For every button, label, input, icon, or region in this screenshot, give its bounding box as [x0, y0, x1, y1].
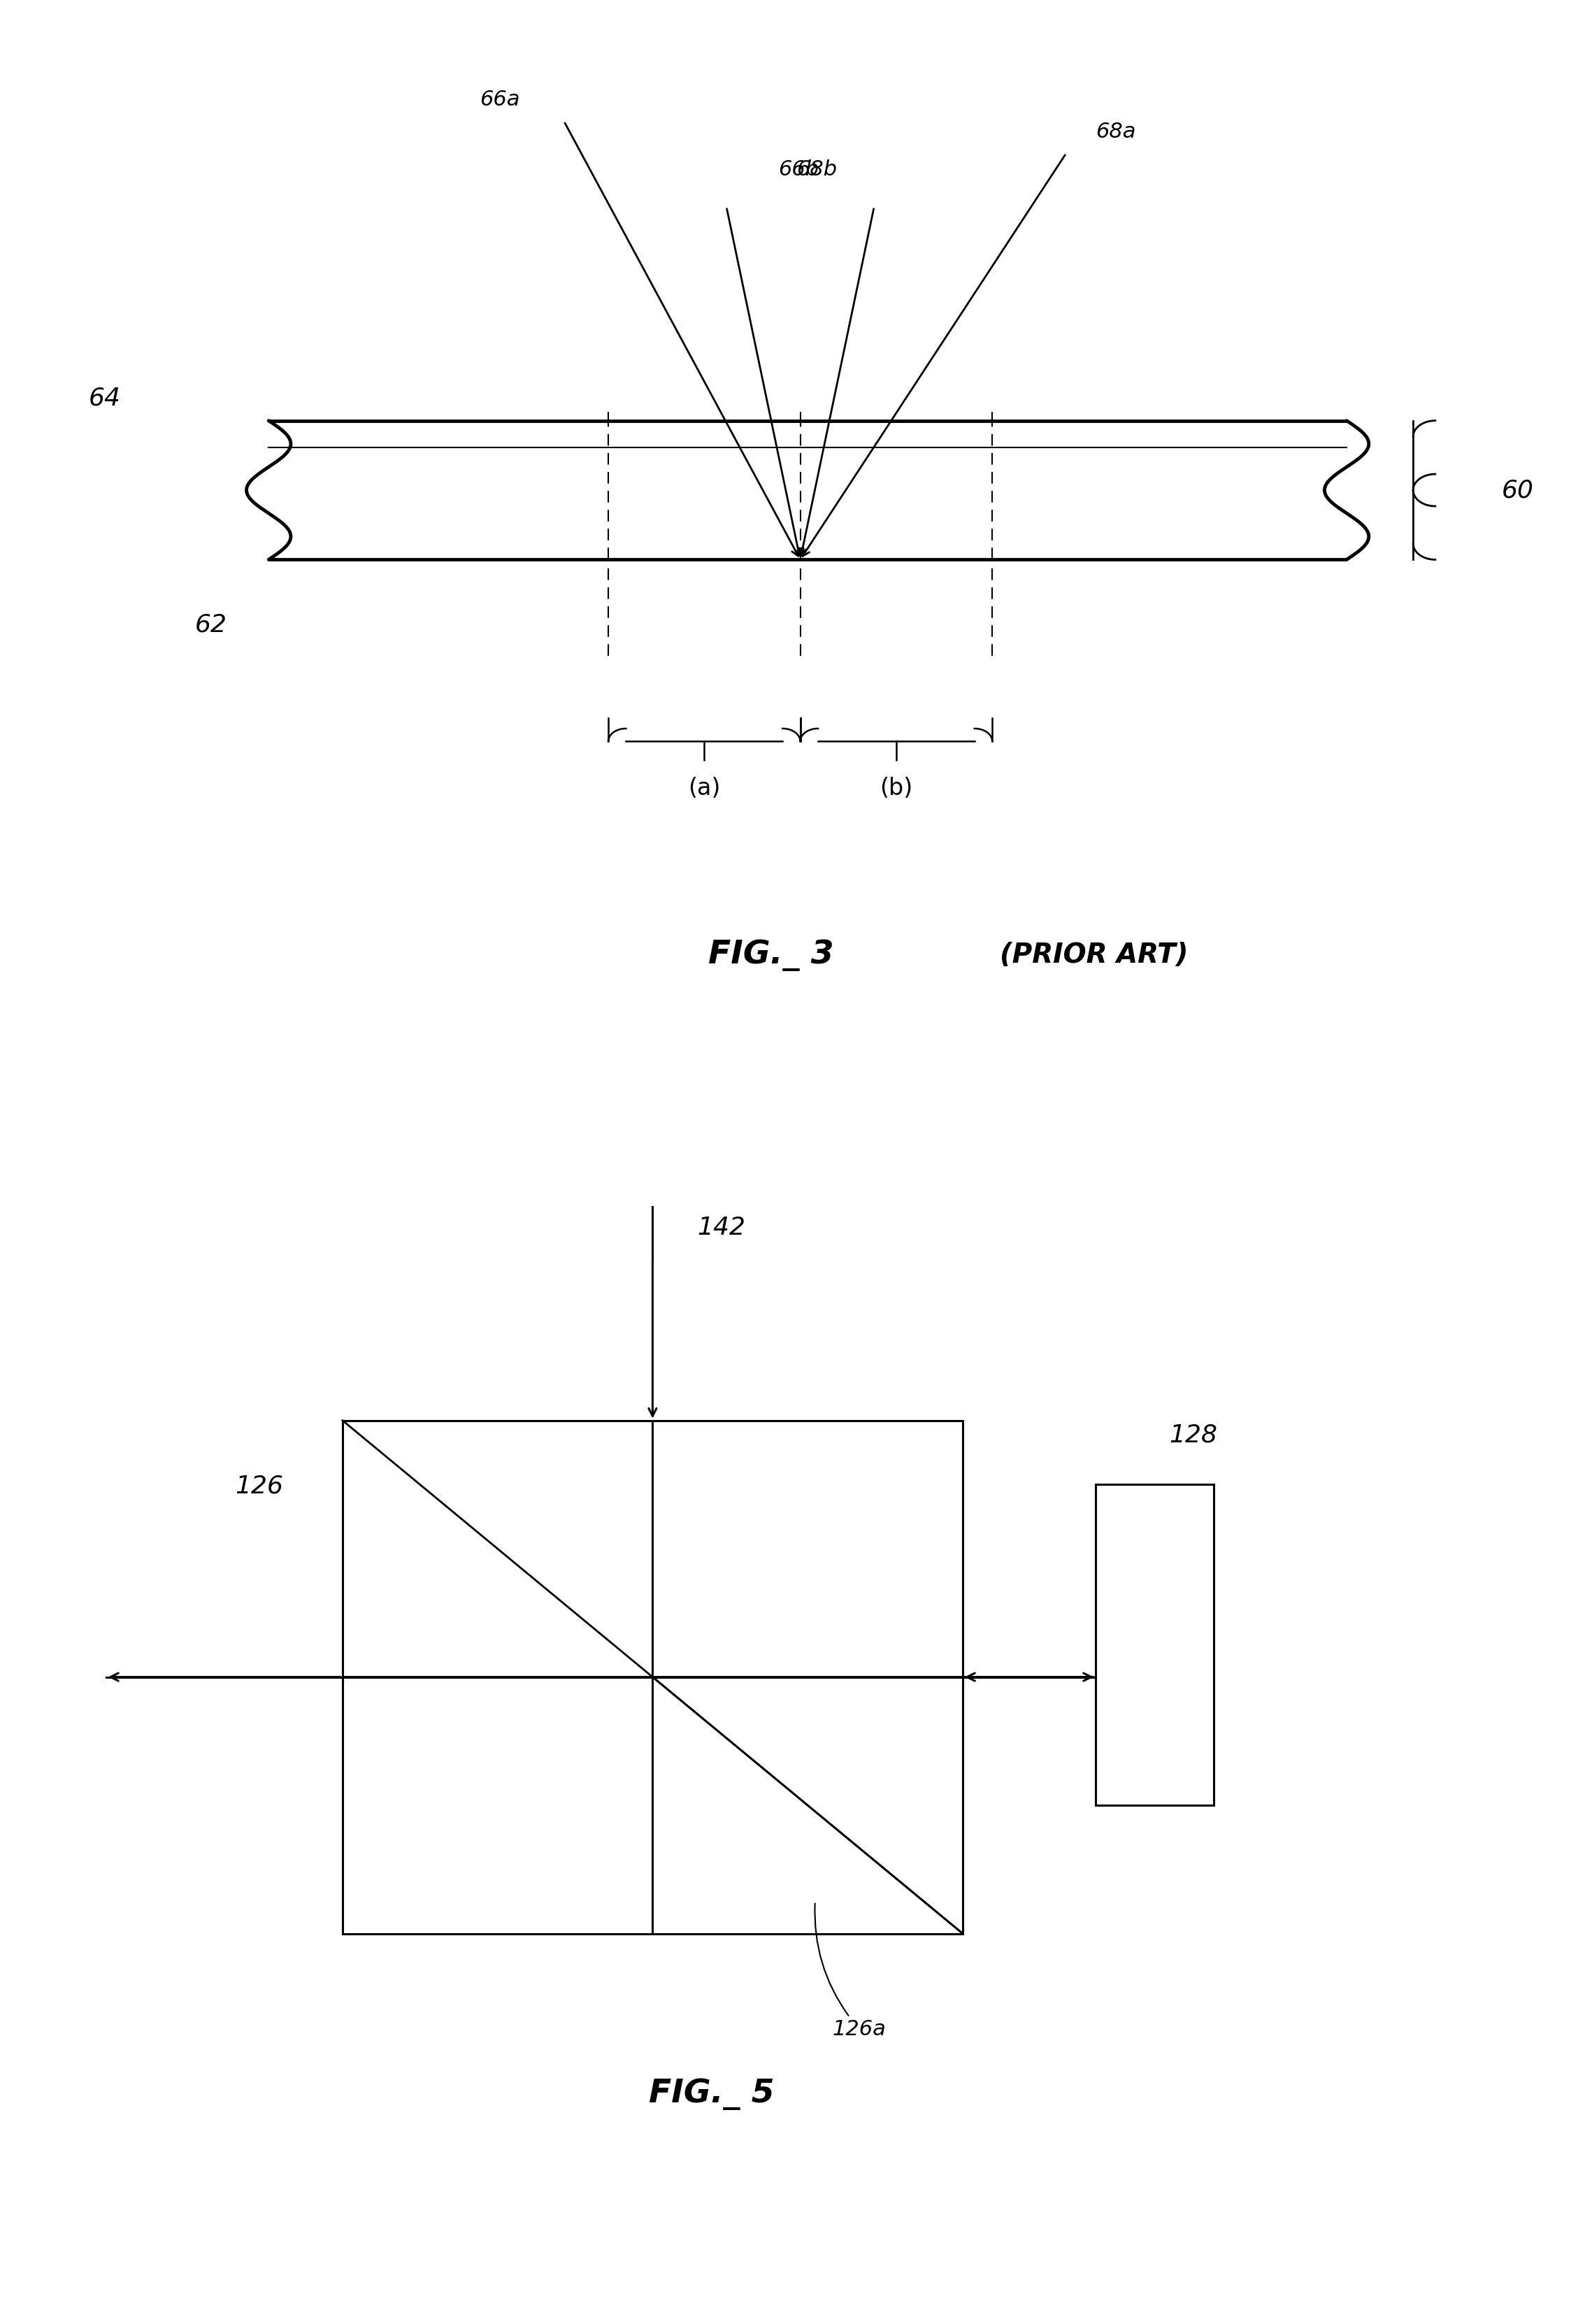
- Text: FIG._ 3: FIG._ 3: [709, 939, 834, 971]
- Text: (a): (a): [688, 776, 721, 799]
- Text: (PRIOR ART): (PRIOR ART): [999, 941, 1188, 969]
- Text: 62: 62: [195, 614, 226, 637]
- Text: 68b: 68b: [796, 160, 837, 179]
- Text: FIG._ 5: FIG._ 5: [649, 2078, 775, 2110]
- Text: 60: 60: [1502, 479, 1533, 502]
- Bar: [342, 1420, 963, 1934]
- Text: 68a: 68a: [1095, 121, 1136, 142]
- Text: (b): (b): [880, 776, 913, 799]
- Text: 66b: 66b: [778, 160, 818, 179]
- Bar: [1095, 1485, 1214, 1806]
- Text: 142: 142: [698, 1215, 745, 1241]
- Text: 64: 64: [90, 386, 121, 409]
- Text: 128: 128: [1169, 1422, 1218, 1448]
- Text: 126a: 126a: [815, 1903, 886, 2040]
- Text: 126: 126: [236, 1473, 283, 1497]
- Text: 66a: 66a: [479, 91, 520, 109]
